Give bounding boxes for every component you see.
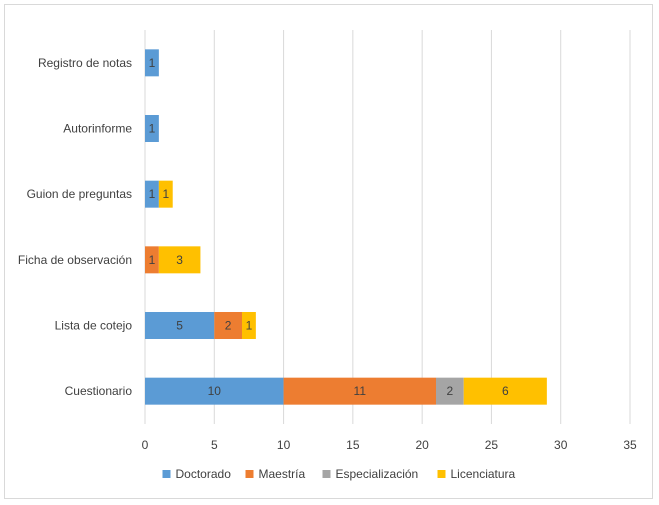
legend: Doctorado Maestría Especialización Licencia… xyxy=(162,467,516,481)
legend-label-0: Doctorado xyxy=(176,467,232,481)
bar-doctorado-2 xyxy=(145,180,159,208)
legend-label-1: Maestría xyxy=(259,467,306,481)
data-label-3-3: 3 xyxy=(176,253,183,267)
legend-label-3: Licenciatura xyxy=(451,467,516,481)
bar-licenciatura-2 xyxy=(158,180,173,208)
data-label-0-2: 1 xyxy=(149,187,156,201)
data-label-2-5: 2 xyxy=(447,384,454,398)
legend-swatch-1 xyxy=(245,470,254,478)
category-label-5: Cuestionario xyxy=(65,384,133,398)
category-label-2: Guion de preguntas xyxy=(27,187,132,201)
bar-licenciatura-4 xyxy=(242,312,256,339)
x-tick-label-2: 10 xyxy=(277,438,291,452)
x-tick-label-5: 25 xyxy=(485,438,499,452)
legend-swatch-2 xyxy=(322,470,331,478)
category-label-4: Lista de cotejo xyxy=(55,319,133,333)
data-label-1-5: 11 xyxy=(354,384,367,398)
bar-maestría-5 xyxy=(283,377,436,405)
bar-especialización-5 xyxy=(436,377,464,405)
data-label-3-4: 1 xyxy=(246,319,253,333)
x-tick-label-4: 20 xyxy=(415,438,429,452)
bar-maestría-4 xyxy=(214,312,242,339)
x-axis-ticks: 0 5 10 15 20 25 30 35 xyxy=(142,438,637,452)
bar-doctorado-1 xyxy=(145,115,159,142)
data-label-0-4: 5 xyxy=(176,319,183,333)
gridlines xyxy=(144,30,631,424)
data-label-3-2: 1 xyxy=(162,187,169,201)
data-label-1-4: 2 xyxy=(225,319,232,333)
bar-maestría-3 xyxy=(145,246,159,274)
legend-swatch-0 xyxy=(162,470,171,478)
legend-label-2: Especialización xyxy=(336,467,419,481)
bar-doctorado-4 xyxy=(145,312,215,339)
x-tick-label-0: 0 xyxy=(142,438,149,452)
x-tick-label-1: 5 xyxy=(211,438,218,452)
x-tick-label-7: 35 xyxy=(623,438,637,452)
x-tick-label-6: 30 xyxy=(554,438,568,452)
bar-licenciatura-5 xyxy=(463,377,547,405)
bar-licenciatura-3 xyxy=(158,246,201,274)
data-label-0-0: 1 xyxy=(149,56,156,70)
data-label-0-5: 10 xyxy=(208,384,222,398)
category-label-3: Ficha de observación xyxy=(18,253,132,267)
category-label-1: Autorinforme xyxy=(63,122,132,136)
bar-doctorado-5 xyxy=(145,377,284,405)
data-label-3-5: 6 xyxy=(502,384,509,398)
legend-swatch-3 xyxy=(437,470,446,478)
data-label-1-3: 1 xyxy=(149,253,156,267)
data-label-0-1: 1 xyxy=(149,122,156,136)
bar-doctorado-0 xyxy=(145,49,159,77)
x-tick-label-3: 15 xyxy=(346,438,360,452)
category-label-0: Registro de notas xyxy=(38,56,132,70)
category-labels: Registro de notas Autorinforme Guion de pr… xyxy=(18,56,132,398)
chart-frame xyxy=(4,4,653,499)
bars: 111 11 35 2 110 11 2 6 xyxy=(145,49,547,405)
